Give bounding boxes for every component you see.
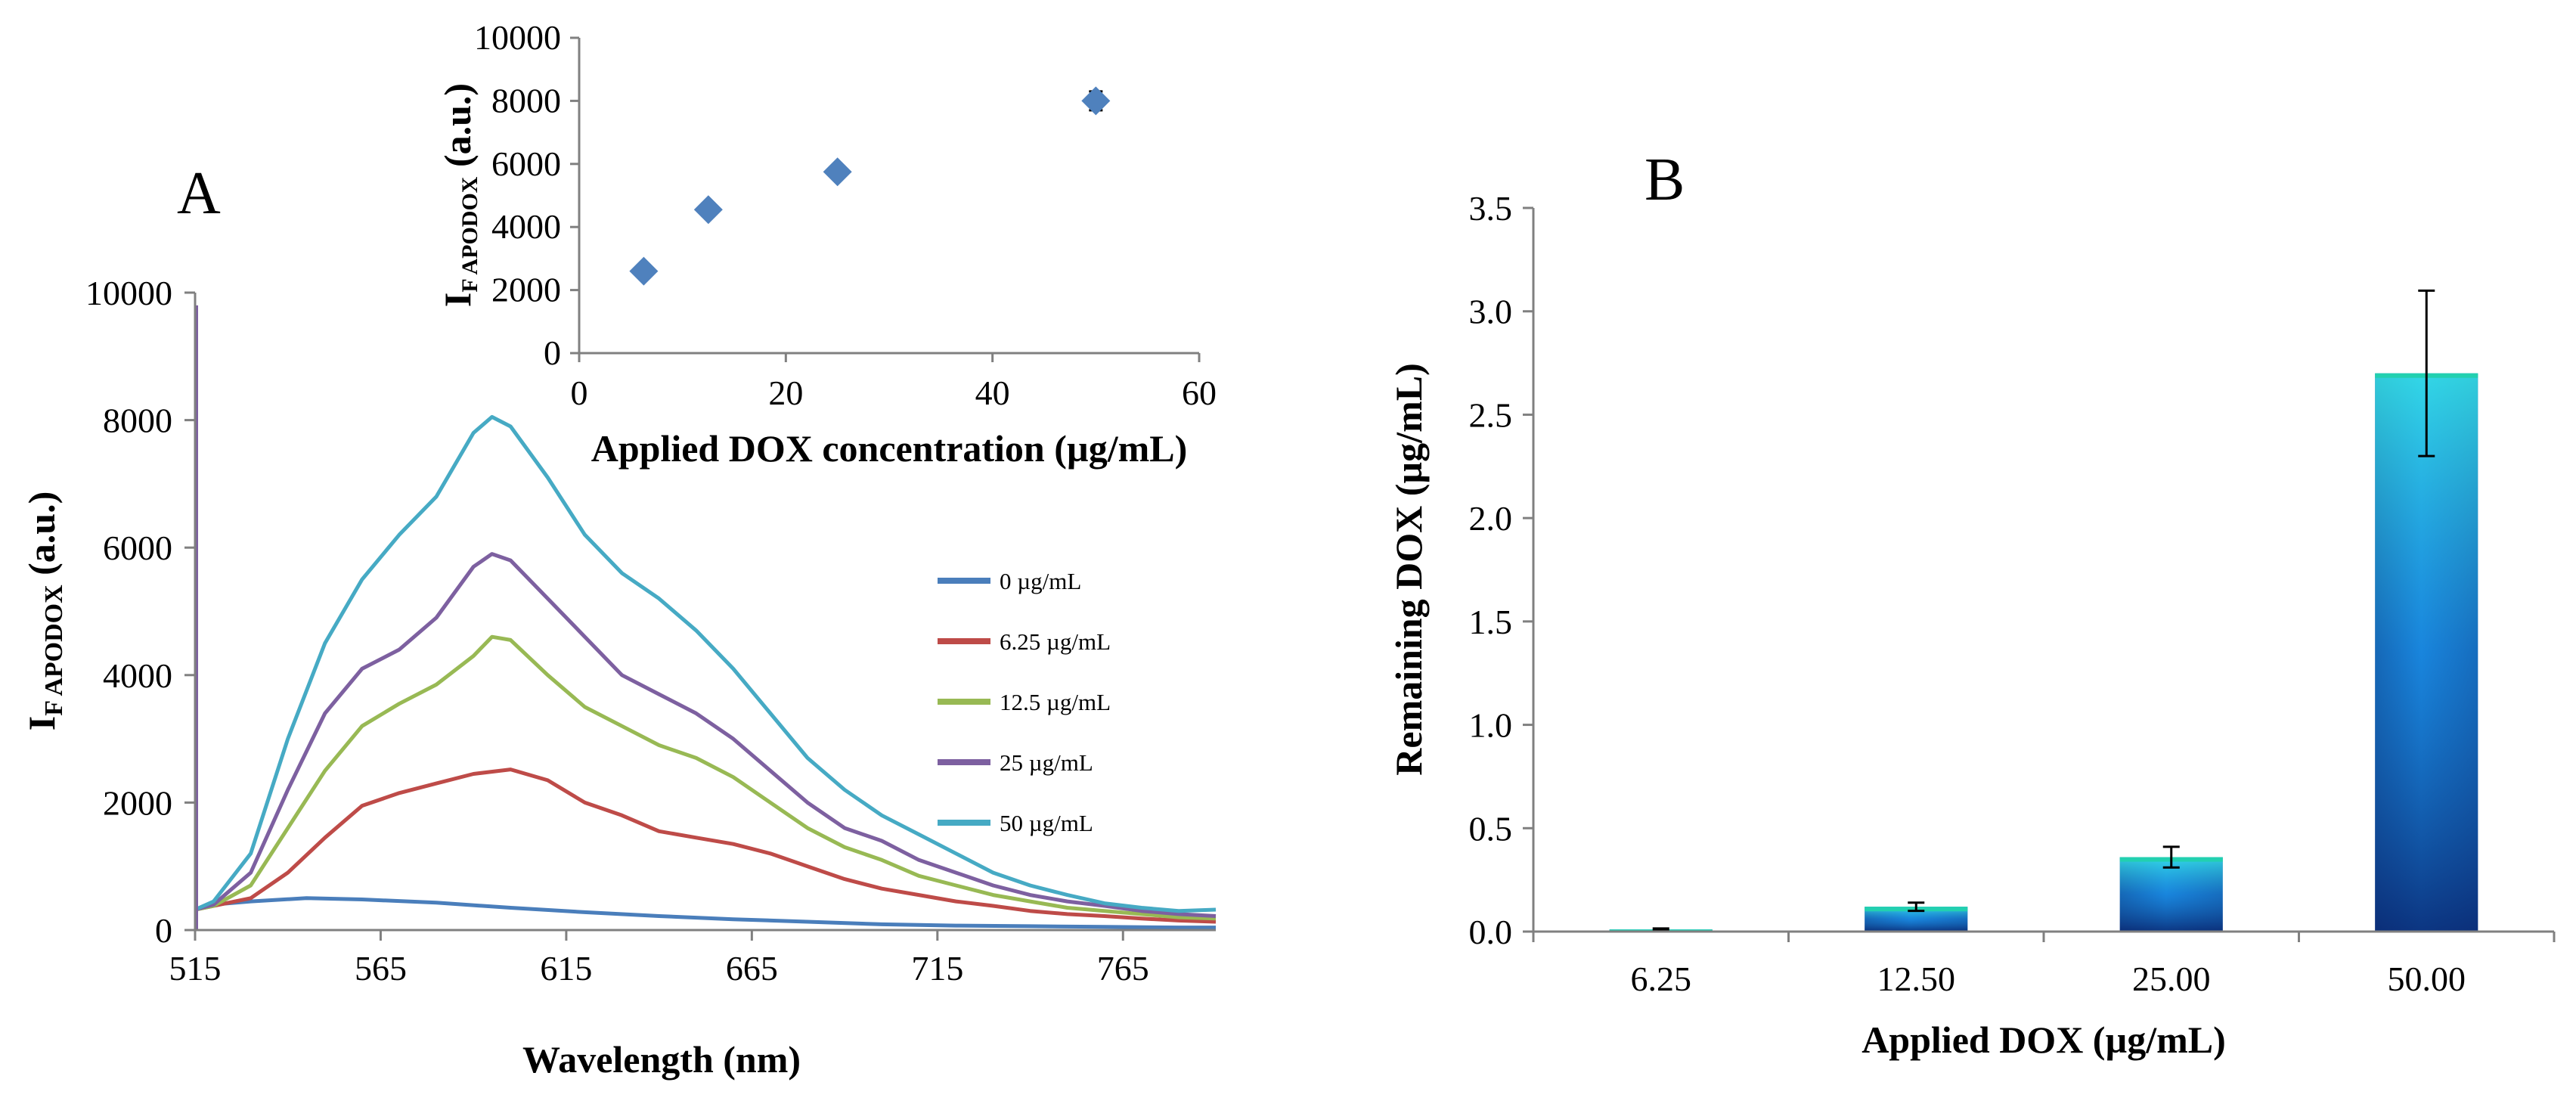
inset-x-tick-label: 60 [1182,374,1217,412]
panel-b-label: B [1644,147,1685,213]
panel-b-bar-chart: B 0.0 0.5 1.0 1.5 2.0 2.5 3.0 3.5 6.25 12.50 25.0… [1387,147,2556,1061]
inset-y-tick-label: 2000 [491,271,561,309]
inset-x-tick-label: 0 [571,374,588,412]
x-tick-label: 515 [169,949,222,988]
legend-label-0: 0 µg/mL [1000,568,1081,594]
y-tick-label: 6000 [103,529,172,567]
inset-y-axis-title: IF APODOX (a.u.) [436,83,482,307]
x-tick-label: 565 [355,949,407,988]
y-tick-label: 0 [155,911,172,950]
inset-data-point [629,256,659,286]
inset-x-ticks: 0 20 40 60 [571,353,1217,412]
x-tick-label: 665 [726,949,778,988]
b-x-tick-label: 50.00 [2388,960,2466,998]
legend-label-3: 25 µg/mL [1000,749,1093,776]
inset-y-tick-label: 8000 [491,81,561,119]
b-y-tick-label: 2.5 [1469,395,1513,434]
inset-plot-area [629,86,1111,286]
series-line-2 [194,634,1217,921]
b-y-tick-label: 3.0 [1469,293,1513,331]
inset-data-point [1081,86,1111,116]
panel-a-y-ticks: 0 2000 4000 6000 8000 10000 [85,274,195,950]
inset-data-point [693,195,723,225]
inset-y-ticks: 0 2000 4000 6000 8000 10000 [474,18,579,372]
panel-a-label: A [177,160,221,227]
panel-b-x-ticks: 6.25 12.50 25.00 50.00 [1532,932,2556,998]
panel-a-y-axis-title: IF APODOX (a.u.) [20,491,68,731]
panel-b-plot-area [1609,289,2478,932]
series-line-0 [194,896,1216,930]
panel-b-y-ticks: 0.0 0.5 1.0 1.5 2.0 2.5 3.0 3.5 [1469,189,1533,951]
b-y-tick-label: 1.5 [1469,603,1513,641]
inset-x-tick-label: 40 [975,374,1010,412]
b-y-tick-label: 1.0 [1469,706,1513,745]
y-tick-label: 10000 [85,274,172,312]
inset-data-point [823,157,852,187]
panel-b-y-axis-title: Remaining DOX (µg/mL) [1387,363,1430,775]
b-x-tick-label: 6.25 [1631,960,1692,998]
b-x-tick-label: 12.50 [1877,960,1956,998]
panel-a-legend: 0 µg/mL 6.25 µg/mL 12.5 µg/mL 25 µg/mL 50 µg… [938,568,1111,836]
inset-y-tick-label: 4000 [491,207,561,246]
bar-highlight-50.00 [2375,373,2478,932]
panel-a-inset-chart: 0 2000 4000 6000 8000 10000 0 20 40 60 Applied D… [436,18,1217,470]
panel-a-x-ticks: 515 565 615 665 715 765 [169,930,1149,988]
y-tick-label: 2000 [103,783,172,822]
y-tick-label: 8000 [103,402,172,440]
legend-label-2: 12.5 µg/mL [1000,689,1111,715]
y-tick-label: 4000 [103,656,172,695]
x-tick-label: 715 [911,949,963,988]
panel-a-plot-area [194,305,1217,930]
inset-y-tick-label: 10000 [474,18,561,57]
b-y-tick-label: 0.0 [1469,913,1513,951]
b-x-tick-label: 25.00 [2132,960,2211,998]
inset-x-tick-label: 20 [768,374,803,412]
inset-y-tick-label: 6000 [491,144,561,183]
b-y-tick-label: 2.0 [1469,499,1513,538]
x-tick-label: 615 [540,949,592,988]
series-line-1 [194,767,1217,924]
inset-y-tick-label: 0 [544,333,561,372]
legend-label-4: 50 µg/mL [1000,810,1093,836]
inset-x-axis-title: Applied DOX concentration (µg/mL) [591,427,1188,470]
panel-b-x-axis-title: Applied DOX (µg/mL) [1861,1019,2226,1061]
series-line-4 [194,414,1217,913]
bar-highlight-25.00 [2119,857,2223,932]
panel-a-x-axis-title: Wavelength (nm) [522,1038,801,1081]
x-tick-label: 765 [1097,949,1149,988]
legend-label-1: 6.25 µg/mL [1000,628,1111,655]
b-y-tick-label: 0.5 [1469,809,1513,848]
series-line-3 [194,552,1217,918]
b-y-tick-label: 3.5 [1469,189,1513,228]
